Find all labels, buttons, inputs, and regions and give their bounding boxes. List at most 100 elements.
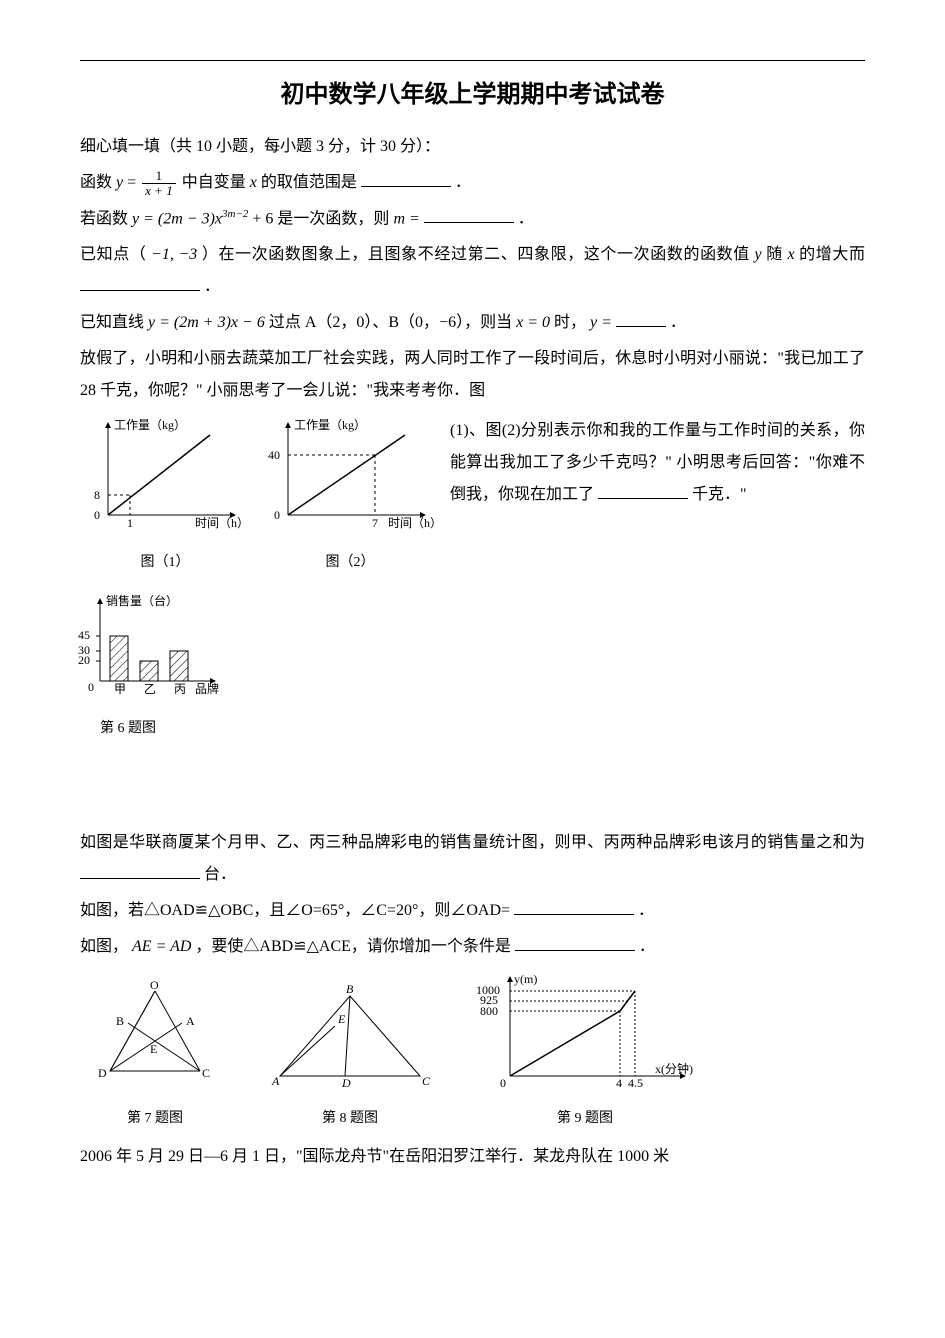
fig7-E: E bbox=[150, 1042, 157, 1056]
q2-text-b: + 6 是一次函数，则 bbox=[252, 210, 393, 227]
q5-side-text: (1)、图(2)分别表示你和我的工作量与工作时间的关系，你能算出我加工了多少千克… bbox=[450, 415, 865, 511]
q4-expr: y = (2m + 3)x − 6 bbox=[148, 314, 265, 331]
fig2-ytick: 40 bbox=[268, 448, 280, 462]
q1-text-a: 函数 bbox=[80, 174, 116, 191]
q1-y: y bbox=[116, 174, 123, 191]
q2-sup: 3m−2 bbox=[222, 208, 248, 220]
q3-x: x bbox=[787, 246, 794, 263]
fig6-cat-2: 丙 bbox=[174, 682, 186, 696]
fig2-caption: 图（2） bbox=[260, 549, 440, 577]
fig7-D: D bbox=[98, 1066, 107, 1080]
fig7-caption: 第 7 题图 bbox=[80, 1105, 230, 1133]
q2-expr: y = (2m − 3)x bbox=[132, 210, 222, 227]
q1-fraction: 1 x + 1 bbox=[142, 169, 176, 199]
fig2-svg: 工作量（kg） 40 0 7 时间（h） bbox=[260, 415, 440, 535]
q7: 如图，若△OAD≌△OBC，且∠O=65°，∠C=20°，则∠OAD= ． bbox=[80, 895, 865, 927]
fig1-caption: 图（1） bbox=[80, 549, 250, 577]
fig6-cat-1: 乙 bbox=[144, 682, 156, 696]
fig6-caption: 第 6 题图 bbox=[100, 715, 865, 743]
q3-text-b: ）在一次函数图象上，且图象不经过第二、四象限，这个一次函数的函数值 bbox=[202, 246, 755, 263]
fig8-C: C bbox=[422, 1074, 431, 1088]
fig1-svg: 工作量（kg） 8 0 1 时间（h） bbox=[80, 415, 250, 535]
fig9-caption: 第 9 题图 bbox=[470, 1105, 700, 1133]
top-rule bbox=[80, 60, 865, 61]
q4-y: y = bbox=[590, 314, 612, 331]
q8-end: ． bbox=[639, 938, 655, 955]
q3-end: ． bbox=[204, 278, 220, 295]
fig1-ytick: 8 bbox=[94, 488, 100, 502]
q2-end: ． bbox=[518, 210, 534, 227]
q1-x: x bbox=[250, 174, 257, 191]
q4-text-a: 已知直线 bbox=[80, 314, 148, 331]
fig7-B: B bbox=[116, 1014, 124, 1028]
fig6-svg: 20 30 45 0 甲 乙 丙 品牌 销售量（台） bbox=[60, 591, 230, 701]
q1-text-c: 的取值范围是 bbox=[261, 174, 357, 191]
fig1-xlabel: 时间（h） bbox=[195, 516, 249, 530]
q4-end: ． bbox=[670, 314, 686, 331]
fig9-svg: y(m) 800 925 1000 0 4 4.5 x(分钟) bbox=[470, 971, 700, 1091]
fig1-xtick: 1 bbox=[127, 516, 133, 530]
fig6-ytick-1: 30 bbox=[78, 643, 90, 657]
fig7-O: O bbox=[150, 981, 159, 992]
q7-text-a: 如图，若△OAD≌△OBC，且∠O=65°，∠C=20°，则∠OAD= bbox=[80, 902, 510, 919]
q1-eq: = bbox=[127, 174, 140, 191]
q6-blank bbox=[80, 862, 200, 879]
fig7-block: O B A E D C 第 7 题图 bbox=[80, 981, 230, 1133]
q7-end: ． bbox=[638, 902, 654, 919]
fig9-ylabel: y(m) bbox=[514, 972, 537, 986]
q6-text-b: 台． bbox=[204, 866, 236, 883]
fig9-xtick-0: 4 bbox=[616, 1076, 622, 1090]
q8: 如图， AE = AD ，要使△ABD≌△ACE，请你增加一个条件是 ． bbox=[80, 931, 865, 963]
fig8-A: A bbox=[271, 1074, 280, 1088]
q3-text-a: 已知点（ bbox=[80, 246, 146, 263]
fig8-caption: 第 8 题图 bbox=[260, 1105, 440, 1133]
fig6-ylabel: 销售量（台） bbox=[106, 593, 178, 608]
fig2-block: 工作量（kg） 40 0 7 时间（h） 图（2） bbox=[260, 415, 440, 577]
q3-y: y bbox=[755, 246, 762, 263]
q5-intro: 放假了，小明和小丽去蔬菜加工厂社会实践，两人同时工作了一段时间后，休息时小明对小… bbox=[80, 343, 865, 407]
q2-blank bbox=[424, 206, 514, 223]
fig8-B: B bbox=[346, 982, 354, 996]
q1-frac-num: 1 bbox=[142, 169, 176, 184]
q6: 如图是华联商厦某个月甲、乙、丙三种品牌彩电的销售量统计图，则甲、丙两种品牌彩电该… bbox=[80, 827, 865, 891]
q2: 若函数 y = (2m − 3)x3m−2 + 6 是一次函数，则 m = ． bbox=[80, 203, 865, 235]
q3-blank bbox=[80, 274, 200, 291]
q5-text-c: 千克．" bbox=[692, 486, 747, 503]
fig8-E: E bbox=[337, 1012, 346, 1026]
spacer bbox=[80, 743, 865, 823]
q7-blank bbox=[514, 898, 634, 915]
fig2-origin: 0 bbox=[274, 508, 280, 522]
q5-figures-row: 工作量（kg） 8 0 1 时间（h） 图（1） 工作量（kg） 40 0 7 … bbox=[80, 415, 865, 577]
q5-blank bbox=[598, 482, 688, 499]
fig7-A: A bbox=[186, 1014, 195, 1028]
q6-text-a: 如图是华联商厦某个月甲、乙、丙三种品牌彩电的销售量统计图，则甲、丙两种品牌彩电该… bbox=[80, 834, 865, 851]
q1: 函数 y = 1 x + 1 中自变量 x 的取值范围是 ． bbox=[80, 167, 865, 199]
q1-end: ． bbox=[455, 174, 471, 191]
q3-pt: −1, −3 bbox=[151, 246, 197, 263]
q3: 已知点（ −1, −3 ）在一次函数图象上，且图象不经过第二、四象限，这个一次函… bbox=[80, 239, 865, 303]
fig8-block: A B C D E 第 8 题图 bbox=[260, 981, 440, 1133]
q8-text-b: ，要使△ABD≌△ACE，请你增加一个条件是 bbox=[195, 938, 511, 955]
fig1-origin: 0 bbox=[94, 508, 100, 522]
q1-text-b: 中自变量 bbox=[182, 174, 250, 191]
section-intro: 细心填一填（共 10 小题，每小题 3 分，计 30 分）： bbox=[80, 131, 865, 163]
fig8-D: D bbox=[341, 1076, 351, 1090]
q8-text-a: 如图， bbox=[80, 938, 128, 955]
fig6-xlabel: 品牌 bbox=[195, 682, 219, 696]
q2-m: m = bbox=[393, 210, 419, 227]
q4: 已知直线 y = (2m + 3)x − 6 过点 A（2，0）、B（0，−6）… bbox=[80, 307, 865, 339]
fig8-svg: A B C D E bbox=[260, 981, 440, 1091]
q4-text-c: 时， bbox=[554, 314, 586, 331]
fig7-svg: O B A E D C bbox=[80, 981, 230, 1091]
q4-x0: x = 0 bbox=[516, 314, 550, 331]
q9: 2006 年 5 月 29 日—6 月 1 日，"国际龙舟节"在岳阳汨罗江举行．… bbox=[80, 1141, 865, 1173]
fig6-block: 20 30 45 0 甲 乙 丙 品牌 销售量（台） 第 6 题图 bbox=[60, 591, 865, 743]
q1-blank bbox=[361, 170, 451, 187]
fig9-ytick-2: 1000 bbox=[476, 983, 500, 997]
q2-text-a: 若函数 bbox=[80, 210, 132, 227]
fig1-block: 工作量（kg） 8 0 1 时间（h） 图（1） bbox=[80, 415, 250, 577]
q3-text-c: 随 bbox=[766, 246, 787, 263]
page-title: 初中数学八年级上学期期中考试试卷 bbox=[80, 71, 865, 119]
q4-blank bbox=[616, 310, 666, 327]
q1-frac-den: x + 1 bbox=[142, 184, 176, 198]
